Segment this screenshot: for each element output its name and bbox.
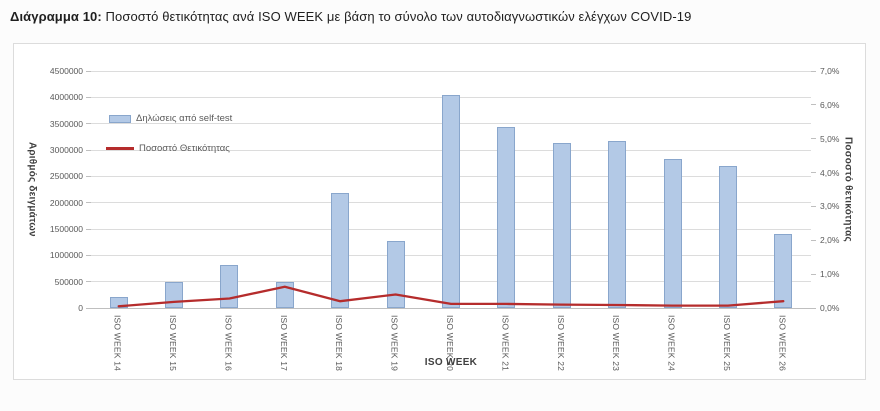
left-axis-tick <box>86 175 91 177</box>
left-axis-tick-label: 3500000 <box>49 118 83 129</box>
right-axis-tick <box>811 239 816 241</box>
chart-frame: 0 500000 1000000 1500000 2000000 2500000 30000… <box>13 43 866 380</box>
left-axis-tick <box>86 228 91 230</box>
right-axis-tick-label: 4,0% <box>820 167 840 178</box>
right-axis-tick-label: 6,0% <box>820 99 840 110</box>
left-axis-tick-label: 3000000 <box>49 145 83 155</box>
right-axis-tick <box>811 273 816 275</box>
x-axis-tick-label: ISO WEEK 25 <box>721 315 732 372</box>
bar <box>608 140 627 308</box>
chart-caption-number: Διάγραμμα 10: <box>10 9 102 24</box>
x-axis-tick-label: ISO WEEK 17 <box>278 315 289 372</box>
left-axis-tick-label: 2000000 <box>49 197 83 208</box>
right-axis-tick-label: 0,0% <box>820 303 840 313</box>
x-axis-tick-label: ISO WEEK 15 <box>168 315 179 372</box>
right-axis-tick <box>811 70 816 72</box>
bar <box>386 241 405 308</box>
x-axis-tick-label: ISO WEEK 20 <box>445 315 455 372</box>
x-axis-tick-label: ISO WEEK 19 <box>389 315 400 372</box>
left-axis-title: Αριθμός δειγμάτων <box>26 142 38 237</box>
bar-series-swatch-icon <box>109 114 131 123</box>
positivity-line <box>117 285 785 308</box>
right-axis-tick <box>811 205 816 207</box>
left-axis-tick-label: 2500000 <box>49 171 83 182</box>
left-axis-tick <box>86 307 91 309</box>
bar <box>718 166 737 308</box>
x-axis-tick-label: ISO WEEK 22 <box>555 315 566 372</box>
bar <box>552 142 571 308</box>
x-axis-tick-label: ISO WEEK 24 <box>666 315 677 372</box>
x-axis-tick-label: ISO WEEK 14 <box>112 315 123 372</box>
legend-item-positivity: Ποσοστό Θετικότητας <box>106 143 230 154</box>
left-axis-tick <box>86 70 91 72</box>
right-axis-title: Ποσοστό θετικότητας <box>842 137 854 242</box>
x-axis-title: ISO WEEK <box>424 357 478 368</box>
gridline <box>91 70 811 72</box>
left-axis-tick-label: 0 <box>78 303 83 313</box>
bar <box>663 158 682 308</box>
line-series-swatch-icon <box>106 147 134 150</box>
bar <box>497 127 516 308</box>
left-axis-tick <box>86 254 91 256</box>
bar <box>331 192 350 308</box>
left-axis-tick-label: 500000 <box>54 276 83 287</box>
x-axis-tick-label: ISO WEEK 26 <box>777 315 788 372</box>
right-axis-tick-label: 5,0% <box>820 133 840 144</box>
right-axis-tick-label: 1,0% <box>820 269 840 280</box>
right-axis-tick-label: 3,0% <box>820 201 840 212</box>
x-axis-tick-label: ISO WEEK 16 <box>223 315 234 372</box>
left-axis-tick <box>86 96 91 98</box>
x-axis-tick-label: ISO WEEK 23 <box>611 315 622 372</box>
positivity-polyline <box>117 285 785 308</box>
x-axis-tick-label: ISO WEEK 18 <box>334 315 345 372</box>
left-axis-tick-label: 1000000 <box>49 250 83 261</box>
bar <box>109 296 128 308</box>
legend-label-positivity: Ποσοστό Θετικότητας <box>139 143 230 154</box>
right-axis-tick <box>811 104 816 106</box>
left-axis-tick <box>86 281 91 283</box>
x-axis-line <box>91 307 811 309</box>
x-axis-tick-label: ISO WEEK 21 <box>500 315 511 372</box>
left-axis-tick-label: 1500000 <box>49 224 83 234</box>
legend-label-selftest: Δηλώσεις από self-test <box>136 113 233 124</box>
left-axis-tick <box>86 123 91 125</box>
left-axis-tick <box>86 149 91 151</box>
right-axis-tick <box>811 307 816 309</box>
plot-area: 0 500000 1000000 1500000 2000000 2500000 30000… <box>14 44 867 381</box>
bar <box>442 94 460 308</box>
bar <box>774 233 793 308</box>
chart-caption-text: Ποσοστό θετικότητας ανά ISO WEEK με βάση… <box>101 9 692 24</box>
right-axis-tick-label: 7,0% <box>820 66 840 76</box>
right-axis-tick <box>811 172 816 174</box>
left-axis-tick-label: 4500000 <box>49 66 83 76</box>
right-axis-tick <box>811 138 816 140</box>
legend-item-selftest: Δηλώσεις από self-test <box>109 113 232 124</box>
left-axis-tick <box>86 202 91 204</box>
chart-caption: Διάγραμμα 10: Ποσοστό θετικότητας ανά IS… <box>10 9 691 24</box>
right-axis-tick-label: 2,0% <box>820 235 840 246</box>
left-axis-tick-label: 4000000 <box>49 92 83 103</box>
